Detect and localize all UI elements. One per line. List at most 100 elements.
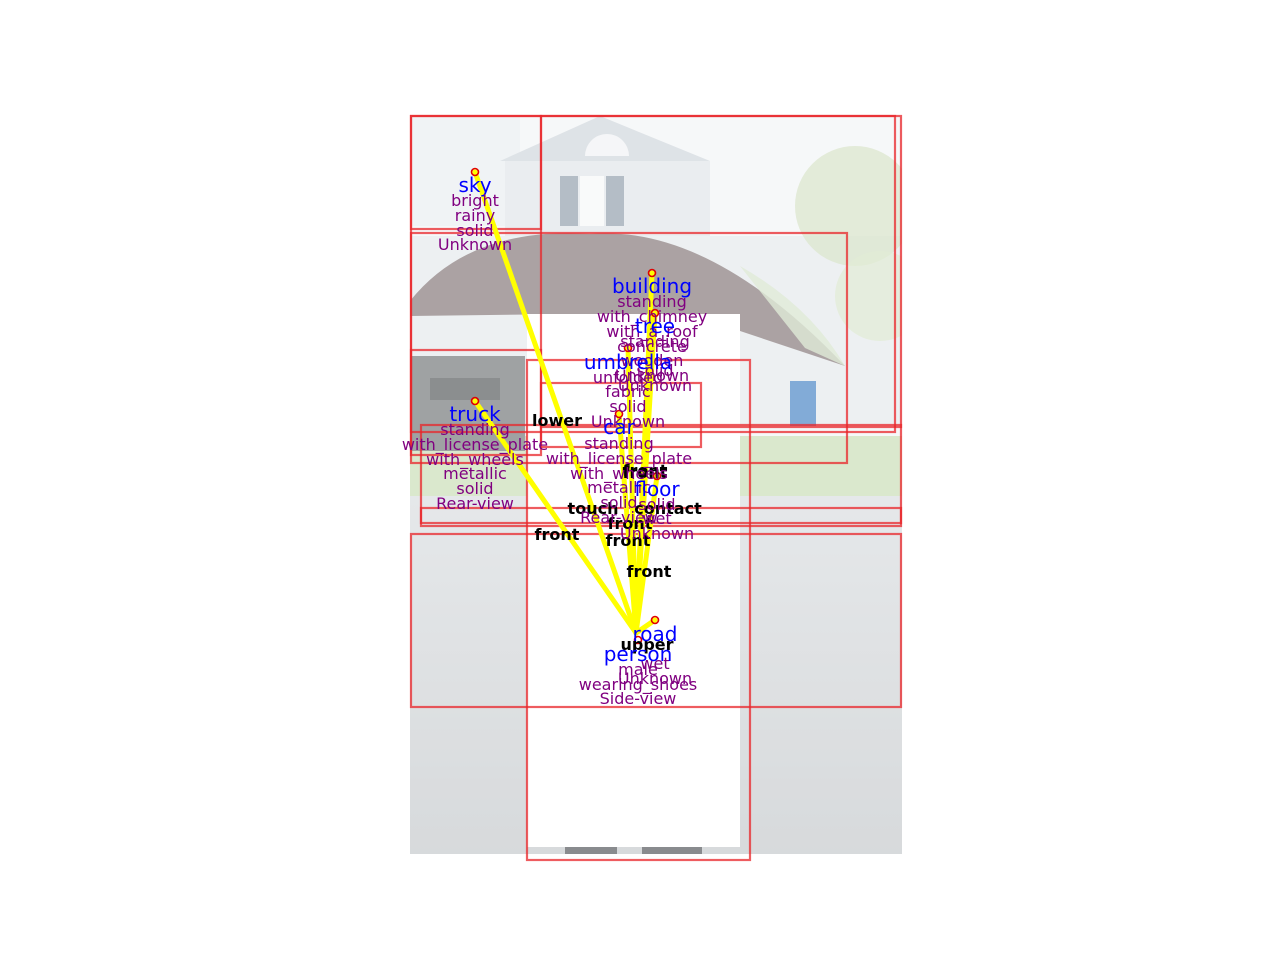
truck-anchor	[470, 396, 480, 406]
umbrella-attr: solid	[609, 397, 646, 416]
rel-label-person-car: front	[606, 531, 651, 550]
floor-box-2	[419, 506, 903, 528]
tree-label-group: tree standing solid Unknown	[618, 314, 692, 395]
tree-attr: Unknown	[618, 376, 692, 395]
building-attr: concrete	[617, 337, 687, 356]
umbrella-canopy	[410, 233, 845, 366]
sky-attr: Unknown	[438, 235, 512, 254]
building-attr: with_a_roof	[606, 322, 698, 342]
edge-person-sky	[472, 169, 639, 636]
floor-box	[419, 423, 903, 525]
house-arch-window	[585, 134, 629, 156]
rel-label-person-road-front: front	[627, 562, 672, 581]
sky-name: sky	[458, 173, 491, 197]
building-attr: standing	[617, 292, 686, 311]
person-attr: male	[618, 660, 658, 679]
relation-labels: front front front lower front front touc…	[532, 411, 702, 654]
edge-person-tree	[633, 310, 658, 636]
umbrella-attr: Unknown	[591, 412, 665, 431]
rel-label-person-building: front	[623, 461, 668, 480]
bounding-boxes	[409, 114, 903, 862]
rel-label-person-sky: front	[535, 525, 580, 544]
rel-label-person-truck: front	[608, 514, 653, 533]
car-attr: solid	[600, 493, 637, 512]
road-box	[409, 532, 903, 709]
tree-foliage	[835, 251, 902, 341]
road-name: road	[633, 622, 678, 646]
person-label-group: person male wearing_shoes Side-view	[579, 642, 698, 708]
rel-label-person-tree: front	[623, 463, 668, 482]
person-shoe	[565, 847, 617, 854]
umbrella-light-panel	[740, 266, 845, 366]
building-attr: with_chimney	[597, 307, 707, 327]
car-attr: standing	[584, 434, 653, 453]
sky-label-group: sky bright rainy solid Unknown	[438, 173, 512, 254]
rel-label-person-road-upper: upper	[620, 635, 673, 654]
building-attr: wooden	[621, 351, 684, 370]
truck-window	[430, 378, 500, 400]
rel-label-person-umbrella: lower	[532, 411, 582, 430]
floor-anchor	[652, 471, 662, 481]
car-anchor	[614, 409, 624, 419]
truck-attr: with_license_plate	[402, 435, 548, 455]
floor-label-group: floor wet solid Unknown	[620, 477, 694, 543]
tree-attr: standing	[620, 332, 689, 351]
tree-anchor	[650, 308, 660, 318]
person-name: person	[604, 642, 673, 666]
person-shoe	[642, 847, 702, 854]
building-attr: Unknown	[615, 366, 689, 385]
object-labels: sky bright rainy solid Unknown building …	[402, 173, 707, 708]
truck-attr: standing	[440, 420, 509, 439]
anchor-points	[470, 167, 662, 645]
car-label-group: car standing with_license_plate with_whe…	[546, 415, 692, 527]
floor-attr: solid	[638, 495, 675, 514]
umbrella-label-group: umbrella unfolded fabric solid Unknown	[584, 350, 672, 431]
person-attr: wearing_shoes	[579, 675, 698, 695]
truck-label-group: truck standing with_license_plate with_w…	[402, 402, 548, 513]
truck-attr: metallic	[443, 464, 507, 483]
house-window	[580, 176, 604, 226]
umbrella-attr: fabric	[605, 382, 650, 401]
umbrella-attr: unfolded	[593, 368, 663, 387]
sky-attr: rainy	[455, 206, 495, 225]
edge-person-floor	[633, 473, 660, 636]
car-attr: with_license_plate	[546, 449, 692, 469]
car-attr: Rear-view	[580, 508, 658, 527]
car-attr: with_wheels	[570, 464, 668, 484]
edge-person-car	[616, 411, 639, 636]
building-anchor	[647, 268, 657, 278]
road-label-group: road wet Unknown	[618, 622, 692, 688]
rel-label-person-floor-contact: contact	[634, 499, 702, 518]
sky-attr: solid	[456, 221, 493, 240]
car-name: car	[603, 415, 635, 439]
recycle-bin	[790, 381, 816, 426]
floor-attr: wet	[642, 509, 671, 528]
sky-patch	[410, 116, 520, 226]
sky-anchor	[470, 167, 480, 177]
road-attr: Unknown	[618, 669, 692, 688]
building-name: building	[612, 274, 692, 298]
person-attr: Side-view	[600, 689, 677, 708]
tree-name: tree	[635, 314, 675, 338]
car-attr: metallic	[587, 478, 651, 497]
floor-attr: Unknown	[620, 524, 694, 543]
floor-name: floor	[634, 477, 680, 501]
house-shutter	[560, 176, 578, 226]
truck-name: truck	[449, 402, 501, 426]
road-attr: wet	[640, 654, 669, 673]
truck-attr: with_wheels	[426, 450, 524, 470]
edge-person-truck	[472, 398, 639, 636]
tree-attr: solid	[636, 361, 673, 380]
rel-label-person-floor-touch: touch	[568, 499, 619, 518]
truck-attr: solid	[456, 479, 493, 498]
truck-shape	[410, 356, 525, 451]
house-shutter	[606, 176, 624, 226]
sky-attr: bright	[451, 191, 499, 210]
relation-edges	[472, 169, 660, 636]
umbrella-anchor	[623, 343, 633, 353]
tree-box	[539, 114, 903, 429]
person-anchor	[633, 635, 643, 645]
road-anchor	[650, 615, 660, 625]
truck-attr: Rear-view	[436, 494, 514, 513]
person-box	[525, 358, 752, 862]
